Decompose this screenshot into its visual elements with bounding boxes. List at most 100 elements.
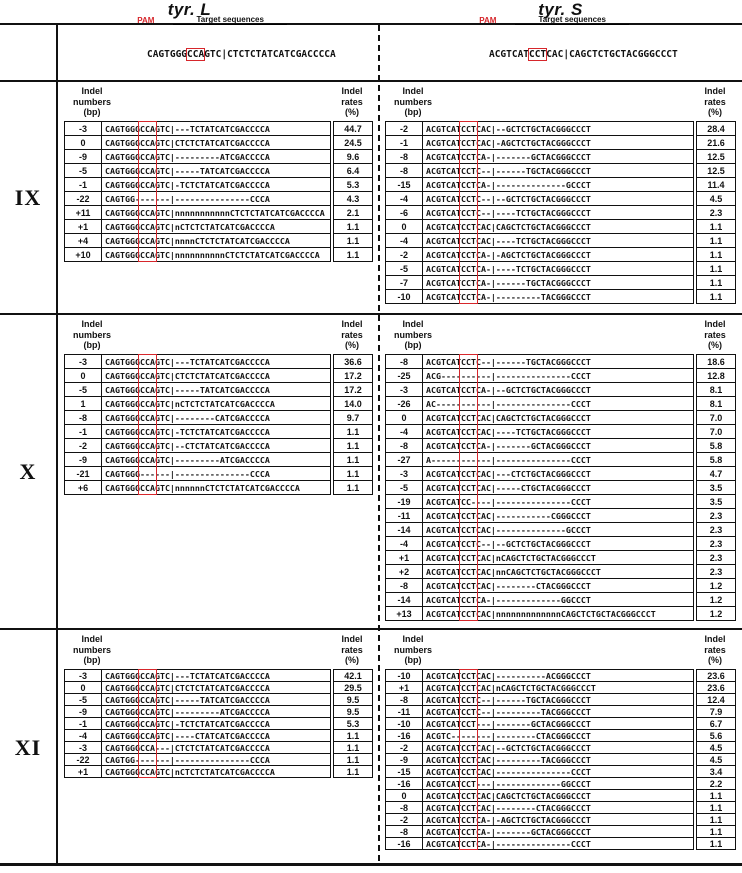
indel-row: -5 CAGTGGGCCAGTC|-----TATCATCGACCCCA 17.…	[64, 382, 373, 397]
indel-number-cell: 1	[64, 396, 102, 411]
sample-label-cell: IX	[0, 82, 58, 313]
reference-sequence-tyr-l: PAM Target sequences CAGTGGGCCAGTC|CTCTCT…	[101, 15, 336, 71]
indel-rate-cell: 2.3	[696, 550, 736, 565]
indel-row: 0 CAGTGGGCCAGTC|CTCTCTATCATCGACCCCA 17.2	[64, 368, 373, 383]
indel-sequence-cell: CAGTGGGCCAGTC|-----TATCATCGACCCCA	[101, 382, 331, 397]
indel-sequence-cell: ACGTCATCCTCA-|---------TACGGGCCCT	[422, 289, 694, 304]
indel-row: -27 A------------|---------------CCCT 5.…	[385, 452, 736, 467]
indel-sequence-cell: ACGTCATCCTCA-|-------GCTACGGGCCCT	[422, 438, 694, 453]
indel-number-cell: -2	[64, 438, 102, 453]
ref-prefix: ACGTCAT	[488, 49, 530, 60]
indel-rate-cell: 12.5	[696, 149, 736, 164]
indel-sequence-cell: CAGTGGGCCAGTC|CTCTCTATCATCGACCCCA	[101, 368, 331, 383]
indel-rate-cell: 1.1	[333, 466, 373, 481]
indel-number-cell: +10	[64, 247, 102, 262]
indel-sequence-cell: CAGTGGGCCAGTC|---------ATCGACCCCA	[101, 149, 331, 164]
indel-sequence-cell: CAGTGGGCCAGTC|---TCTATCATCGACCCCA	[101, 354, 331, 369]
indel-number-cell: -27	[385, 452, 423, 467]
indel-table: -2 ACGTCATCCTCAC|--GCTCTGCTACGGGCCCT 28.…	[385, 121, 736, 304]
indel-row: +2 ACGTCATCCTCAC|nnCAGCTCTGCTACGGGCCCT 2…	[385, 564, 736, 579]
pam-box: CCA	[186, 48, 206, 61]
indel-row: +4 CAGTGGGCCAGTC|nnnnCTCTCTATCATCGACCCCA…	[64, 233, 373, 248]
panel-xi: XI Indel numbers (bp) Indel rates (%) -3…	[0, 628, 742, 865]
indel-row: +1 CAGTGGGCCAGTC|nCTCTCTATCATCGACCCCA 1.…	[64, 765, 373, 778]
indel-rate-cell: 1.1	[333, 424, 373, 439]
indel-rate-cell: 17.2	[333, 368, 373, 383]
indel-row: +10 CAGTGGGCCAGTC|nnnnnnnnnnCTCTCTATCATC…	[64, 247, 373, 262]
indel-row: -2 ACGTCATCCTCA-|-AGCTCTGCTACGGGCCCT 1.1	[385, 247, 736, 262]
indel-row: -2 CAGTGGGCCAGTC|--CTCTATCATCGACCCCA 1.1	[64, 438, 373, 453]
indel-row: -3 ACGTCATCCTCA-|--GCTCTGCTACGGGCCCT 8.1	[385, 382, 736, 397]
indel-number-cell: -14	[385, 592, 423, 607]
indel-row: -4 ACGTCATCCTC--|--GCTCTGCTACGGGCCCT 2.3	[385, 536, 736, 551]
indel-rate-cell: 1.1	[333, 247, 373, 262]
indel-row: -7 ACGTCATCCTCA-|------TGCTACGGGCCCT 1.1	[385, 275, 736, 290]
indel-sequence-cell: ACG----------|---------------CCCT	[422, 368, 694, 383]
indel-numbers-header: Indel numbers (bp)	[393, 319, 432, 350]
indel-row: -6 ACGTCATCCTC--|----TCTGCTACGGGCCCT 2.3	[385, 205, 736, 220]
indel-rate-cell: 2.3	[696, 536, 736, 551]
indel-number-cell: -9	[64, 149, 102, 164]
indel-row: -11 ACGTCATCCTCAC|-----------CGGGCCCT 2.…	[385, 508, 736, 523]
indel-row: -15 ACGTCATCCTCA-|--------------GCCCT 11…	[385, 177, 736, 192]
indel-row: -21 CAGTGGG------|---------------CCCA 1.…	[64, 466, 373, 481]
indel-number-cell: +11	[64, 205, 102, 220]
indel-rate-cell: 1.1	[333, 765, 373, 778]
column-headers: Indel numbers (bp) Indel rates (%)	[385, 319, 736, 352]
indel-rate-cell: 1.2	[696, 606, 736, 621]
indel-row: -8 ACGTCATCCTC--|------TGCTACGGGCCCT 12.…	[385, 163, 736, 178]
sample-label-cell: X	[0, 315, 58, 628]
indel-row: -4 CAGTGGGCCAGTC|----CTATCATCGACCCCA 1.1	[64, 729, 373, 742]
indel-rate-cell: 14.0	[333, 396, 373, 411]
indel-rate-cell: 44.7	[333, 121, 373, 136]
indel-row: 1 CAGTGGGCCAGTC|nCTCTCTATCATCGACCCCA 14.…	[64, 396, 373, 411]
indel-number-cell: -8	[385, 149, 423, 164]
indel-rate-cell: 1.1	[333, 233, 373, 248]
indel-row: -2 ACGTCATCCTCAC|--GCTCTGCTACGGGCCCT 4.5	[385, 741, 736, 754]
pam-box: CCT	[528, 48, 548, 61]
indel-sequence-cell: ACGTCATCCTCAC|----TCTGCTACGGGCCCT	[422, 233, 694, 248]
indel-row: -11 ACGTCATCCTC--|---------TACGGGCCCT 7.…	[385, 705, 736, 718]
dashed-divider	[378, 25, 380, 863]
indel-number-cell: -8	[385, 438, 423, 453]
indel-rate-cell: 5.8	[696, 452, 736, 467]
indel-row: -3 CAGTGGGCCAGTC|---TCTATCATCGACCCCA 44.…	[64, 121, 373, 136]
indel-sequence-cell: AC-----------|---------------CCCT	[422, 396, 694, 411]
indel-number-cell: -7	[385, 275, 423, 290]
column-headers: Indel numbers (bp) Indel rates (%)	[64, 319, 373, 352]
sample-label: XI	[14, 734, 42, 760]
indel-sequence-cell: CAGTGG-------|---------------CCCA	[101, 191, 331, 206]
indel-row: -26 AC-----------|---------------CCCT 8.…	[385, 396, 736, 411]
indel-row: -4 ACGTCATCCTC--|--GCTCTGCTACGGGCCCT 4.5	[385, 191, 736, 206]
indel-sequence-cell: CAGTGGGCCAGTC|--------CATCGACCCCA	[101, 410, 331, 425]
indel-rate-cell: 1.1	[333, 480, 373, 495]
indel-row: -1 CAGTGGGCCAGTC|-TCTCTATCATCGACCCCA 5.3	[64, 177, 373, 192]
indel-rates-header: Indel rates (%)	[704, 86, 726, 117]
indel-number-cell: -19	[385, 494, 423, 509]
indel-row: -5 CAGTGGGCCAGTC|-----TATCATCGACCCCA 6.4	[64, 163, 373, 178]
panel-ix: IX Indel numbers (bp) Indel rates (%) -3…	[0, 80, 742, 313]
column-headers: Indel numbers (bp) Indel rates (%)	[64, 86, 373, 119]
indel-rate-cell: 2.3	[696, 564, 736, 579]
indel-rates-header: Indel rates (%)	[704, 319, 726, 350]
indel-row: +6 CAGTGGGCCAGTC|nnnnnnCTCTCTATCATCGACCC…	[64, 480, 373, 495]
indel-sequence-cell: ACGTCATCCTCAC|-AGCTCTGCTACGGGCCCT	[422, 135, 694, 150]
indel-rate-cell: 1.1	[696, 233, 736, 248]
indel-rate-cell: 1.1	[696, 261, 736, 276]
indel-rate-cell: 11.4	[696, 177, 736, 192]
indel-numbers-header: Indel numbers (bp)	[393, 634, 432, 665]
column-headers: Indel numbers (bp) Indel rates (%)	[385, 634, 736, 667]
indel-rate-cell: 3.5	[696, 480, 736, 495]
indel-sequence-cell: ACGTCATCCTCAC|nnnnnnnnnnnnnCAGCTCTGCTACG…	[422, 606, 694, 621]
indel-numbers-header: Indel numbers (bp)	[393, 86, 432, 117]
indel-number-cell: -16	[385, 837, 423, 850]
indel-rate-cell: 3.5	[696, 494, 736, 509]
sample-label: IX	[14, 184, 42, 210]
indel-row: -8 CAGTGGGCCAGTC|--------CATCGACCCCA 9.7	[64, 410, 373, 425]
indel-number-cell: -5	[64, 382, 102, 397]
indel-row: -16 ACGTCATCCTCA-|---------------CCCT 1.…	[385, 837, 736, 850]
indel-sequence-cell: ACGTCATCCTC--|------TGCTACGGGCCCT	[422, 163, 694, 178]
indel-sequence-cell: CAGTGGGCCAGTC|--CTCTATCATCGACCCCA	[101, 438, 331, 453]
indel-row: -15 ACGTCATCCTCAC|---------------CCCT 3.…	[385, 765, 736, 778]
indel-sequence-cell: ACGTCATCCTC--|------TGCTACGGGCCCT	[422, 354, 694, 369]
